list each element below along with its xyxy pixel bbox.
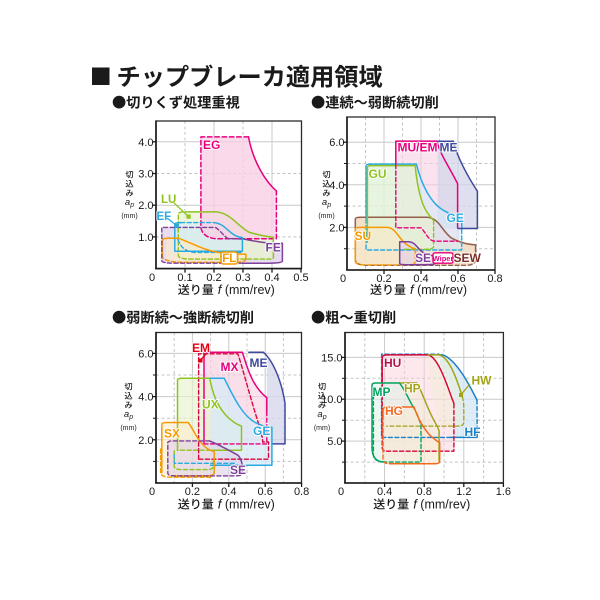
svg-text:ap: ap	[322, 197, 331, 209]
svg-text:0.1: 0.1	[177, 272, 192, 284]
svg-text:ME: ME	[250, 356, 268, 370]
svg-text:ME: ME	[440, 141, 458, 155]
svg-text:SE: SE	[230, 463, 246, 477]
svg-text:0: 0	[338, 486, 344, 498]
svg-text:LU: LU	[161, 194, 176, 206]
svg-text:HW: HW	[472, 374, 493, 388]
svg-text:1.2: 1.2	[456, 486, 471, 498]
svg-text:SEW: SEW	[454, 251, 482, 265]
svg-text:0: 0	[149, 272, 155, 284]
svg-text:0.8: 0.8	[294, 486, 309, 498]
svg-text:HF: HF	[465, 425, 481, 439]
svg-text:0: 0	[340, 273, 346, 285]
svg-text:5.0: 5.0	[327, 436, 342, 448]
svg-text:ap: ap	[317, 409, 326, 421]
svg-text:EM: EM	[192, 341, 210, 355]
svg-text:SX: SX	[164, 427, 180, 441]
svg-text:(mm): (mm)	[120, 425, 136, 432]
svg-text:MU/EM: MU/EM	[398, 141, 438, 155]
svg-text:4.0: 4.0	[138, 137, 153, 149]
svg-text:0.5: 0.5	[293, 272, 308, 284]
svg-text:2.0: 2.0	[138, 200, 153, 212]
svg-text:SE: SE	[415, 251, 431, 265]
svg-text:0.4: 0.4	[377, 486, 392, 498]
svg-text:10.0: 10.0	[321, 394, 342, 406]
svg-text:0.8: 0.8	[417, 486, 432, 498]
svg-text:0: 0	[149, 486, 155, 498]
svg-text:Wiper: Wiper	[433, 254, 454, 263]
svg-text:2.0: 2.0	[138, 435, 153, 447]
svg-text:(mm): (mm)	[314, 425, 330, 432]
svg-text:6.0: 6.0	[329, 137, 344, 149]
svg-text:FL: FL	[222, 253, 236, 265]
svg-text:MX: MX	[221, 360, 239, 374]
svg-text:0.4: 0.4	[221, 486, 236, 498]
svg-text:EF: EF	[157, 211, 172, 223]
svg-text:f (mm/rev): f (mm/rev)	[218, 282, 275, 297]
svg-text:0.2: 0.2	[185, 486, 200, 498]
svg-text:ap: ap	[125, 197, 134, 209]
svg-text:2.0: 2.0	[329, 222, 344, 234]
svg-text:GU: GU	[369, 167, 387, 181]
svg-text:0.4: 0.4	[264, 272, 279, 284]
svg-text:UX: UX	[202, 398, 219, 412]
svg-text:HU: HU	[384, 356, 401, 370]
svg-text:1.6: 1.6	[496, 486, 511, 498]
svg-text:HP: HP	[404, 382, 421, 396]
svg-text:FE: FE	[266, 241, 281, 255]
svg-text:15.0: 15.0	[321, 352, 342, 364]
svg-text:f (mm/rev): f (mm/rev)	[413, 497, 470, 512]
svg-text:0.4: 0.4	[413, 273, 428, 285]
svg-text:1.0: 1.0	[138, 232, 153, 244]
svg-text:0.6: 0.6	[450, 273, 465, 285]
svg-text:0.8: 0.8	[487, 273, 502, 285]
svg-text:6.0: 6.0	[138, 348, 153, 360]
svg-text:3.0: 3.0	[138, 169, 153, 181]
svg-text:GE: GE	[447, 211, 464, 225]
svg-text:GE: GE	[253, 424, 270, 438]
svg-text:0.2: 0.2	[376, 273, 391, 285]
svg-text:0.3: 0.3	[235, 272, 250, 284]
svg-text:4.0: 4.0	[138, 392, 153, 404]
svg-text:f (mm/rev): f (mm/rev)	[410, 282, 467, 297]
svg-text:4.0: 4.0	[329, 180, 344, 192]
svg-text:SU: SU	[355, 229, 372, 243]
svg-text:MP: MP	[373, 385, 391, 399]
svg-text:0.2: 0.2	[206, 272, 221, 284]
svg-text:ap: ap	[124, 409, 133, 421]
svg-text:0.6: 0.6	[258, 486, 273, 498]
svg-text:(mm): (mm)	[318, 213, 334, 220]
svg-text:HG: HG	[385, 404, 403, 418]
svg-text:(mm): (mm)	[121, 213, 137, 220]
svg-text:f (mm/rev): f (mm/rev)	[218, 497, 275, 512]
svg-text:EG: EG	[203, 138, 220, 152]
